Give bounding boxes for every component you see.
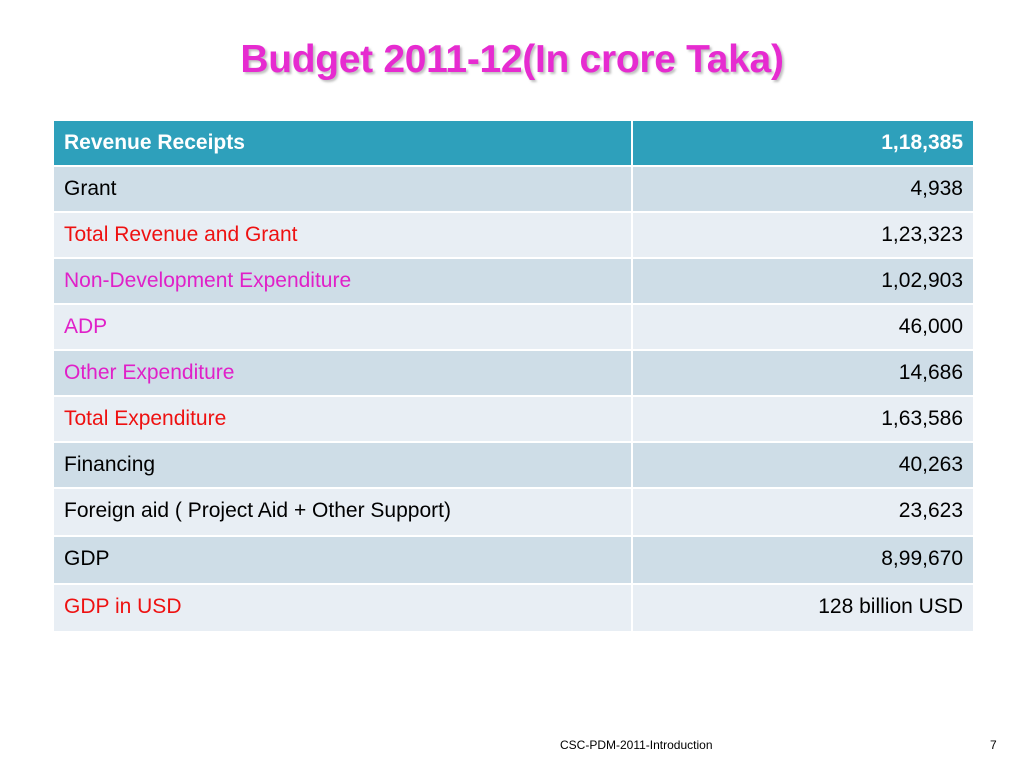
table-row: Total Expenditure 1,63,586 [52,395,975,443]
table-header-row: Revenue Receipts 1,18,385 [52,119,975,167]
row-value: 1,23,323 [631,211,975,259]
table-row: GDP 8,99,670 [52,535,975,585]
row-value: 40,263 [631,441,975,489]
row-value: 128 billion USD [631,583,975,633]
row-label: Grant [52,165,633,213]
page-number: 7 [990,738,997,752]
row-value: 4,938 [631,165,975,213]
table-row: Total Revenue and Grant 1,23,323 [52,211,975,259]
table-row: ADP 46,000 [52,303,975,351]
slide-title: Budget 2011-12(In crore Taka) [240,38,784,81]
row-label: Non-Development Expenditure [52,257,633,305]
footer-text: CSC-PDM-2011-Introduction [560,738,713,752]
row-value: 1,02,903 [631,257,975,305]
row-label: GDP in USD [52,583,633,633]
row-label: Foreign aid ( Project Aid + Other Suppor… [52,487,633,537]
table-row: GDP in USD 128 billion USD [52,583,975,633]
row-label: Total Expenditure [52,395,633,443]
header-value-cell: 1,18,385 [631,119,975,167]
table-row: Other Expenditure 14,686 [52,349,975,397]
row-label: ADP [52,303,633,351]
row-value: 23,623 [631,487,975,537]
row-value: 1,63,586 [631,395,975,443]
row-label: Total Revenue and Grant [52,211,633,259]
table-row: Non-Development Expenditure 1,02,903 [52,257,975,305]
row-value: 8,99,670 [631,535,975,585]
table-row: Financing 40,263 [52,441,975,489]
row-label: Financing [52,441,633,489]
table-row: Grant 4,938 [52,165,975,213]
row-value: 14,686 [631,349,975,397]
header-label-cell: Revenue Receipts [52,119,633,167]
budget-table: Revenue Receipts 1,18,385 Grant 4,938 To… [52,119,975,633]
table-row: Foreign aid ( Project Aid + Other Suppor… [52,487,975,537]
row-label: GDP [52,535,633,585]
row-value: 46,000 [631,303,975,351]
row-label: Other Expenditure [52,349,633,397]
